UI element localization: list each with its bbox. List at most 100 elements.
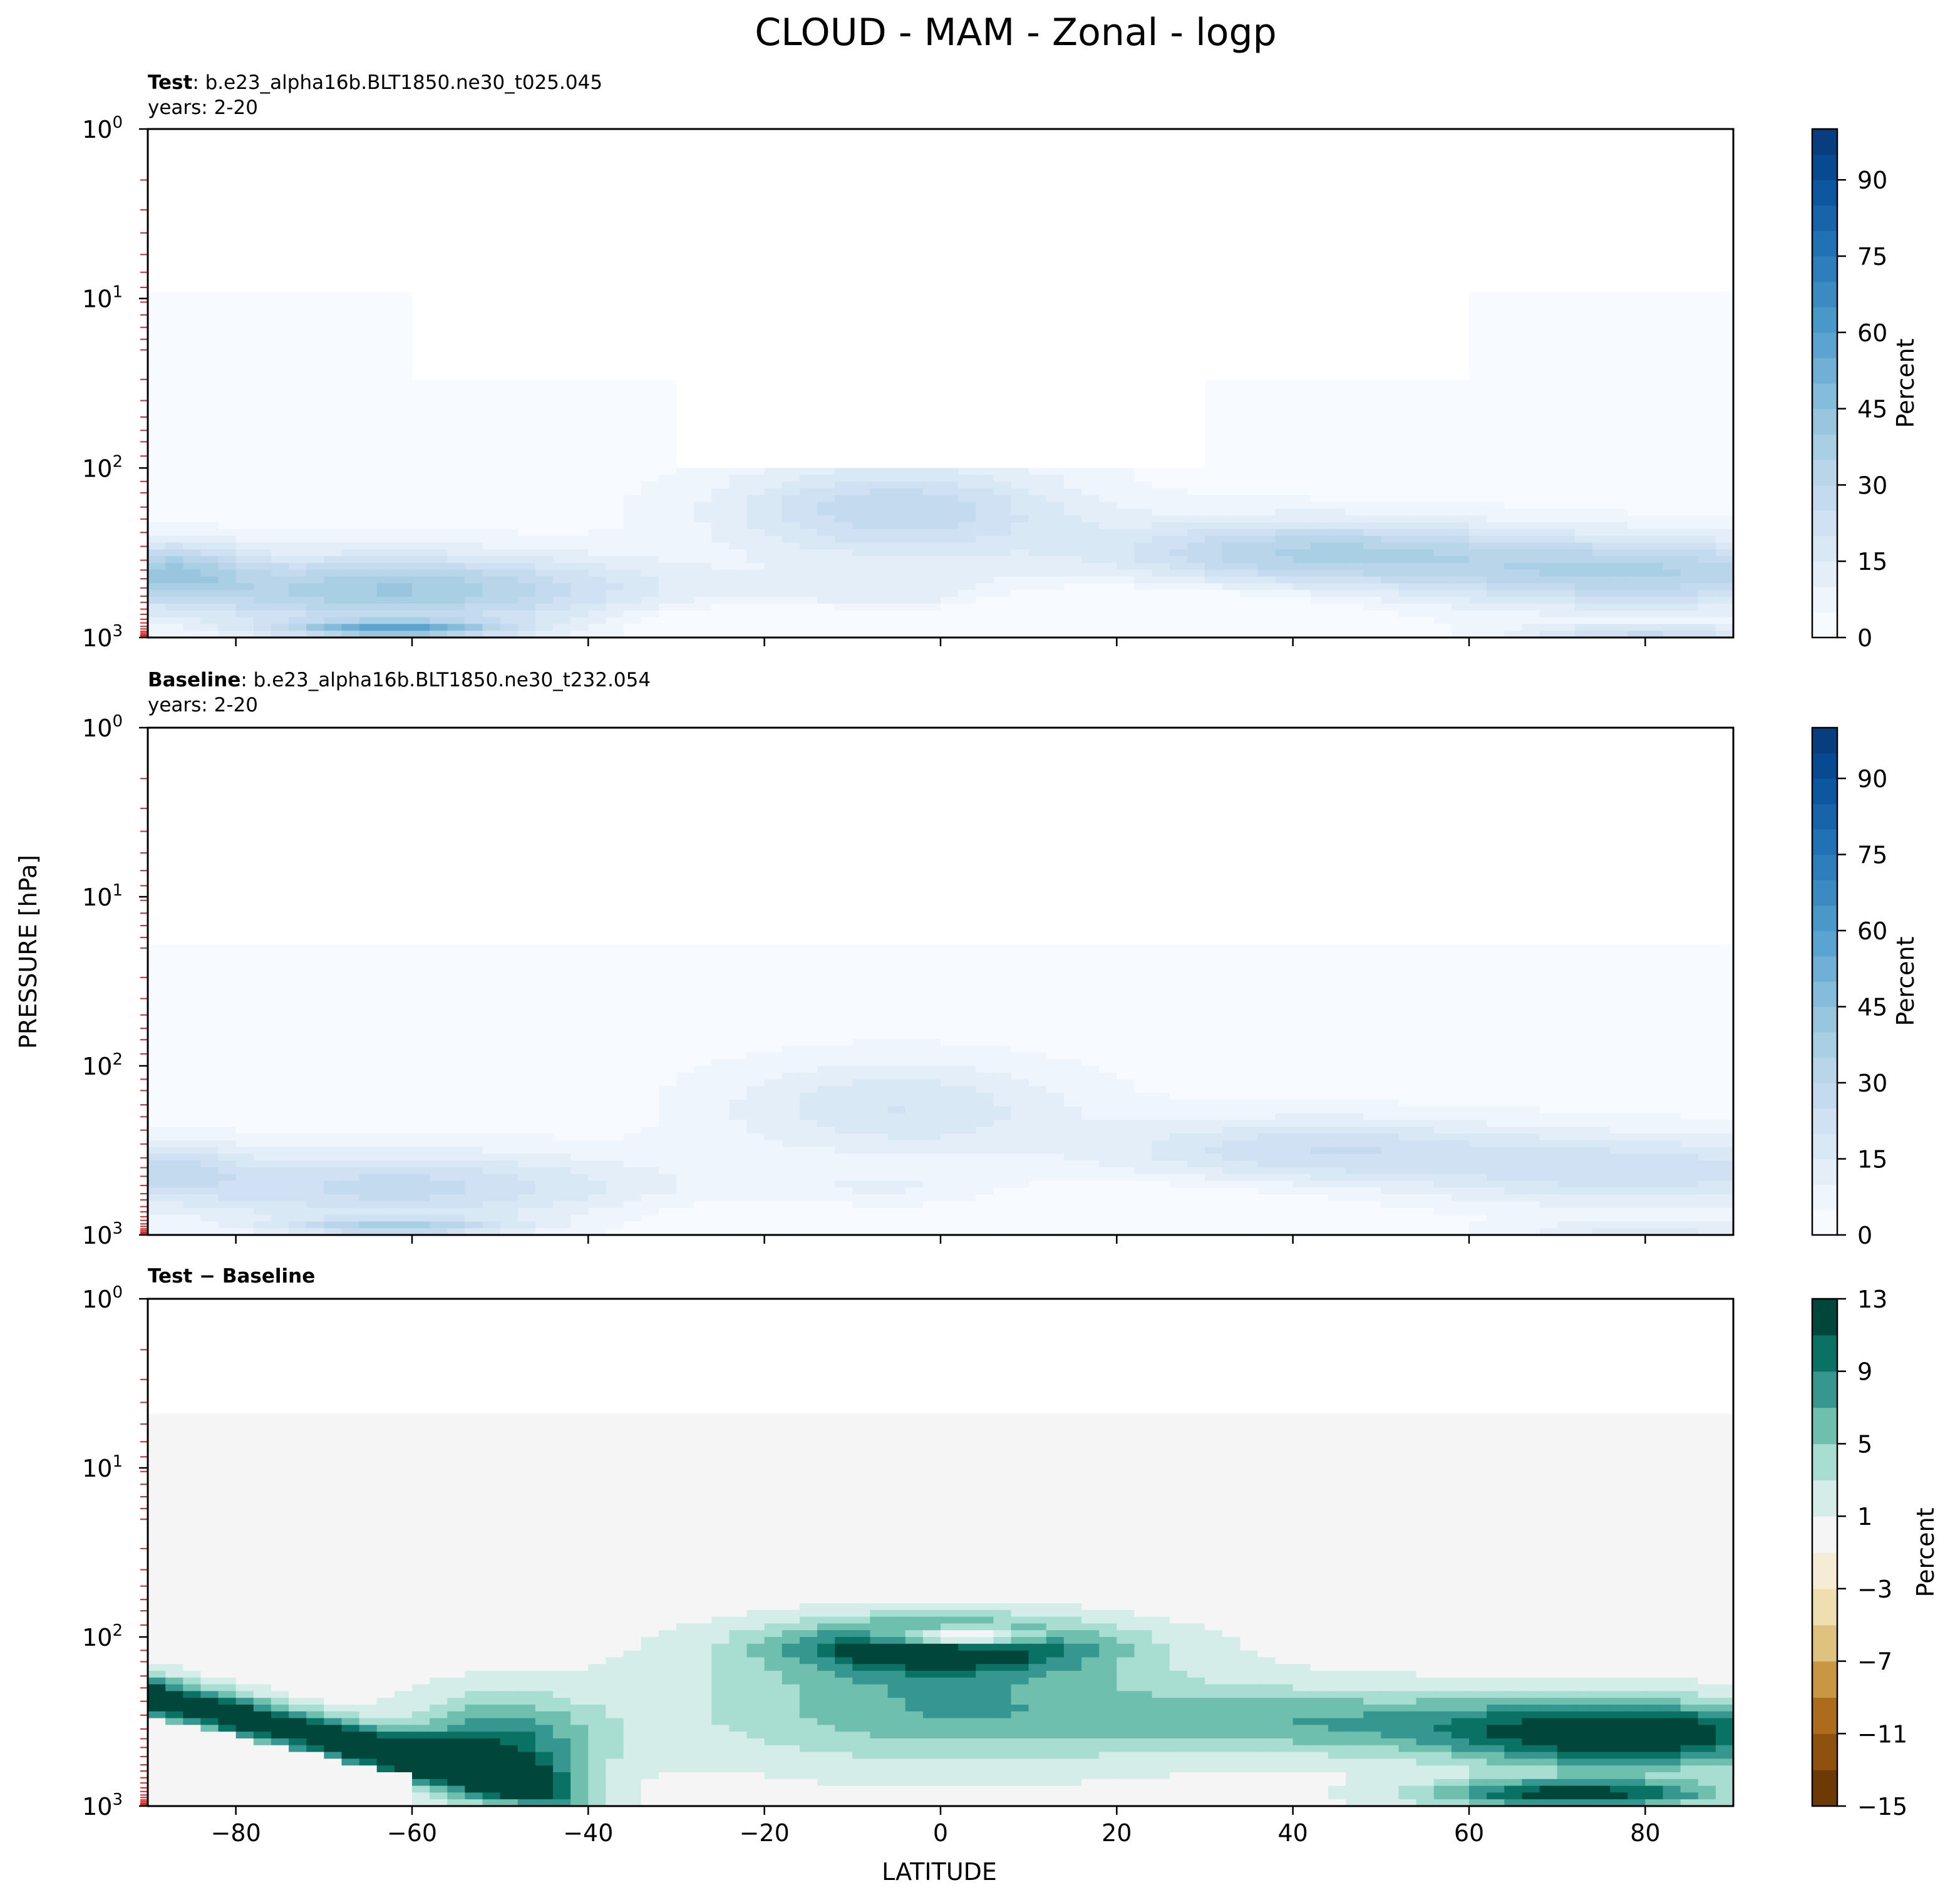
field-cell [1715,461,1733,469]
field-cell [1363,1032,1382,1040]
field-cell [1574,312,1593,319]
field-cell [341,359,360,367]
field-cell [817,488,835,496]
field-cell [1487,495,1505,503]
field-cell [517,958,536,965]
field-cell [976,964,994,972]
field-cell [1574,353,1593,360]
field-cell [359,515,378,523]
field-cell [412,1045,430,1053]
field-cell [1680,944,1699,952]
field-cell [1698,393,1716,401]
field-cell [341,325,360,333]
field-cell [1504,481,1523,489]
field-cell [271,597,289,604]
field-cell [165,1038,184,1046]
field-cell [588,556,607,564]
field-cell [1574,984,1593,992]
field-cell [1698,535,1716,544]
field-cell [235,1045,254,1053]
field-cell [482,461,501,469]
field-cell [517,427,536,435]
field-cell [1715,427,1733,435]
field-cell [235,617,254,625]
field-cell [1011,978,1029,986]
field-cell [394,617,413,625]
field-cell [465,529,483,537]
field-cell [1292,542,1311,550]
field-cell [976,1045,994,1053]
field-cell [1487,346,1505,354]
field-cell [148,590,166,597]
field-cell [412,488,430,496]
field-cell [1627,332,1646,340]
field-cell [1257,583,1276,591]
field-cell [1451,617,1470,625]
field-cell [658,502,677,510]
field-cell [1205,1038,1223,1046]
field-cell [1275,978,1294,986]
field-cell [1257,427,1276,435]
field-cell [1469,535,1487,544]
field-cell [905,562,924,571]
field-cell [1698,386,1716,395]
field-cell [1469,542,1487,550]
field-cell [1574,1038,1593,1046]
field-cell [359,509,378,516]
field-cell [711,1032,730,1040]
field-cell [271,603,289,611]
field-cell [412,549,430,557]
field-cell [1275,502,1294,510]
field-cell [1222,515,1241,523]
field-cell [1451,1025,1470,1033]
field-cell [1574,1018,1593,1026]
field-cell [165,468,184,475]
field-cell [324,319,343,326]
field-cell [1504,332,1523,340]
field-cell [1169,556,1188,564]
field-cell [1011,1025,1029,1033]
field-cell [553,998,571,1006]
field-cell [482,420,501,428]
field-cell [711,1004,730,1013]
field-cell [376,427,395,435]
field-cell [764,978,783,986]
field-cell [658,542,677,550]
field-cell [1081,617,1100,625]
field-cell [482,951,501,958]
field-cell [1698,1045,1716,1053]
field-cell [1028,1052,1047,1060]
field-cell [359,1032,378,1040]
field-cell [430,509,448,516]
field-cell [553,1052,571,1060]
field-cell [1205,386,1223,395]
field-cell [1663,576,1681,584]
field-cell [1645,631,1664,638]
field-cell [165,332,184,340]
field-cell [553,631,571,638]
field-cell [324,339,343,347]
field-cell [958,617,977,625]
field-cell [394,631,413,638]
field-cell [570,379,589,388]
field-cell [694,597,713,604]
field-cell [253,1004,272,1013]
field-cell [694,978,713,986]
field-cell [1522,447,1540,455]
field-cell [1169,617,1188,625]
field-cell [641,529,659,537]
field-cell [517,549,536,557]
field-cell [517,535,536,544]
field-cell [976,515,994,523]
field-cell [1698,298,1716,306]
field-cell [941,590,959,597]
field-cell [1504,291,1523,299]
field-cell [905,951,924,958]
field-cell [341,319,360,326]
field-cell [905,1004,924,1013]
field-cell [1504,1032,1523,1040]
field-cell [1081,583,1100,591]
field-cell [376,434,395,441]
field-cell [183,495,202,503]
field-cell [1557,468,1576,475]
